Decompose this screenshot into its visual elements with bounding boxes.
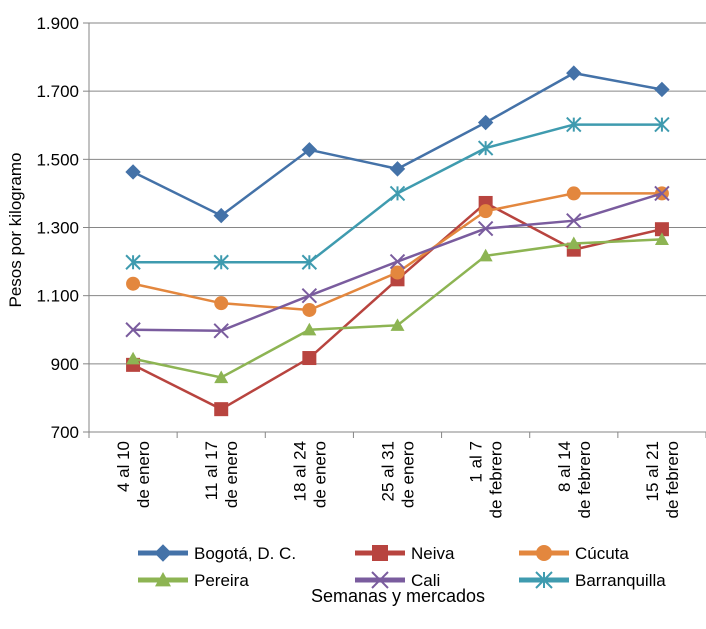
x-tick-label: 18 al 24 bbox=[290, 441, 309, 502]
data-point bbox=[302, 322, 317, 336]
x-axis-label: Semanas y mercados bbox=[311, 586, 485, 606]
y-axis-label: Pesos por kilogramo bbox=[6, 153, 25, 308]
series-1 bbox=[126, 195, 669, 417]
legend-label: Pereira bbox=[194, 571, 249, 590]
series-line bbox=[132, 201, 663, 411]
series-lines bbox=[125, 65, 670, 417]
legend-item: Cúcuta bbox=[519, 544, 629, 563]
y-tick-label: 900 bbox=[51, 355, 79, 374]
x-tick-label: de enero bbox=[310, 441, 329, 508]
data-point bbox=[214, 370, 229, 384]
data-point bbox=[477, 220, 494, 237]
data-point bbox=[566, 236, 581, 250]
data-point bbox=[126, 351, 141, 365]
legend-label: Cali bbox=[411, 571, 440, 590]
legend-label: Cúcuta bbox=[575, 544, 629, 563]
data-point bbox=[566, 65, 582, 81]
legend: Bogotá, D. C. Neiva Cúcuta Pereira Cali Barra… bbox=[138, 544, 666, 590]
legend-item: Neiva bbox=[355, 544, 455, 563]
data-point bbox=[389, 161, 406, 177]
data-point bbox=[213, 207, 229, 224]
x-tick-labels: 4 al 10 de enero 11 al 17 de enero 18 al 24 d… bbox=[114, 441, 682, 519]
series-0 bbox=[125, 65, 670, 224]
x-tick-label: 11 al 17 bbox=[202, 441, 221, 500]
data-point bbox=[389, 185, 406, 202]
data-point bbox=[301, 287, 318, 304]
data-point bbox=[125, 322, 141, 338]
series-4 bbox=[125, 185, 670, 339]
x-tick-label: 25 al 31 bbox=[379, 441, 398, 502]
data-point bbox=[566, 186, 581, 201]
series-3 bbox=[126, 232, 669, 384]
data-point bbox=[654, 81, 670, 98]
y-tick-label: 1.300 bbox=[36, 219, 79, 238]
x-tick-label: 15 al 21 bbox=[643, 441, 662, 502]
data-point bbox=[301, 254, 318, 270]
data-point bbox=[654, 116, 670, 133]
data-point bbox=[389, 253, 406, 270]
data-point bbox=[213, 323, 229, 339]
legend-item: Barranquilla bbox=[519, 571, 666, 590]
y-tick-labels: 700 900 1.100 1.300 1.500 1.700 1.900 bbox=[36, 14, 79, 442]
y-tick-label: 1.900 bbox=[36, 14, 79, 33]
x-tick-label: de enero bbox=[222, 441, 241, 508]
y-tick-label: 1.500 bbox=[36, 150, 79, 169]
data-point bbox=[214, 402, 229, 417]
y-tick-label: 1.700 bbox=[36, 82, 79, 101]
legend-item: Pereira bbox=[138, 571, 249, 590]
data-point bbox=[125, 254, 141, 270]
data-point bbox=[302, 302, 317, 317]
data-point bbox=[478, 248, 493, 262]
data-point bbox=[566, 116, 582, 133]
x-tick-label: 4 al 10 bbox=[114, 441, 133, 492]
x-tick-label: de febrero bbox=[487, 441, 506, 519]
series-line bbox=[132, 238, 662, 379]
x-tick-label: de enero bbox=[134, 441, 153, 508]
data-point bbox=[301, 142, 318, 158]
legend-marker bbox=[155, 572, 171, 587]
series-2 bbox=[126, 186, 669, 317]
y-tick-label: 1.100 bbox=[36, 287, 79, 306]
data-point bbox=[477, 140, 494, 156]
data-point bbox=[654, 232, 669, 246]
data-point bbox=[126, 276, 141, 291]
legend-item: Bogotá, D. C. bbox=[138, 544, 296, 563]
x-tick-label: de febrero bbox=[575, 441, 594, 519]
legend-label: Neiva bbox=[411, 544, 455, 563]
legend-marker bbox=[371, 571, 389, 589]
data-point bbox=[654, 222, 669, 237]
x-tick-label: 1 al 7 bbox=[467, 441, 486, 483]
legend-marker bbox=[154, 544, 172, 562]
legend-marker bbox=[372, 545, 388, 561]
data-point bbox=[390, 318, 405, 331]
legend-label: Barranquilla bbox=[575, 571, 666, 590]
data-point bbox=[125, 164, 141, 180]
legend-marker bbox=[536, 545, 552, 561]
legend-marker bbox=[535, 571, 553, 589]
y-tick-label: 700 bbox=[51, 423, 79, 442]
series-5 bbox=[125, 116, 670, 270]
data-point bbox=[213, 254, 229, 270]
data-point bbox=[302, 351, 317, 366]
legend-item: Cali bbox=[355, 571, 440, 590]
data-point bbox=[390, 265, 405, 280]
data-point bbox=[566, 212, 582, 229]
data-point bbox=[478, 204, 493, 219]
legend-label: Bogotá, D. C. bbox=[194, 544, 296, 563]
axes bbox=[83, 22, 706, 438]
x-tick-label: de febrero bbox=[663, 441, 682, 519]
data-point bbox=[214, 296, 229, 311]
x-tick-label: de enero bbox=[399, 441, 418, 508]
x-tick-label: 8 al 14 bbox=[555, 441, 574, 492]
data-point bbox=[477, 114, 494, 131]
data-point bbox=[654, 185, 670, 202]
